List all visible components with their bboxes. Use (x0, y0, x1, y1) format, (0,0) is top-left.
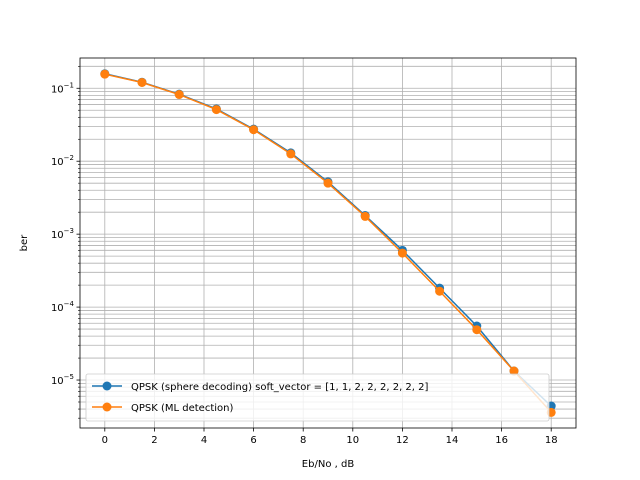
series-layer (100, 69, 556, 417)
data-point (323, 178, 333, 188)
data-point (360, 211, 370, 221)
data-point (211, 105, 221, 115)
x-tick-label: 18 (545, 435, 558, 446)
x-tick-label: 14 (446, 435, 459, 446)
y-tick-label: 10−3 (51, 227, 74, 241)
data-point (435, 286, 445, 296)
legend-box (85, 373, 550, 422)
x-axis-label: Eb/No , dB (302, 459, 355, 470)
data-point (249, 125, 259, 135)
x-tick-label: 6 (250, 435, 256, 446)
data-point (100, 69, 110, 79)
legend-label-sphere-decoding: QPSK (sphere decoding) soft_vector = [1,… (131, 382, 429, 393)
legend-marker-ml-detection (102, 402, 112, 412)
axis-ticks: 0 2 4 6 8 10 12 14 16 18 10−5 10−4 10−3 10−2 10−1 (51, 66, 558, 446)
legend: QPSK (sphere decoding) soft_vector = [1,… (85, 373, 550, 422)
plot-area-frame (79, 57, 577, 429)
data-point (472, 325, 482, 335)
series-1 (100, 69, 556, 417)
plot-area-background (80, 58, 576, 428)
x-tick-label: 12 (396, 435, 409, 446)
legend-marker-sphere-decoding (102, 381, 112, 391)
data-point (397, 248, 407, 258)
data-point (137, 77, 147, 87)
x-tick-label: 0 (102, 435, 108, 446)
x-tick-label: 16 (495, 435, 508, 446)
legend-label-ml-detection: QPSK (ML detection) (131, 403, 233, 414)
y-tick-label: 10−4 (51, 300, 75, 314)
y-tick-label: 10−1 (51, 81, 74, 95)
x-tick-label: 10 (346, 435, 359, 446)
y-tick-label: 10−2 (51, 154, 74, 168)
data-point (286, 149, 296, 159)
x-tick-label: 4 (201, 435, 207, 446)
x-tick-label: 2 (151, 435, 157, 446)
data-point (174, 90, 184, 100)
y-axis-label: ber (19, 234, 30, 252)
y-tick-label: 10−5 (51, 373, 74, 387)
data-point (509, 366, 519, 376)
x-tick-label: 8 (300, 435, 306, 446)
